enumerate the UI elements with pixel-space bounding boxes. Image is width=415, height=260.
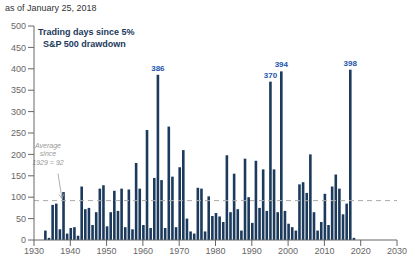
svg-text:2030: 2030	[387, 246, 407, 256]
svg-text:2010: 2010	[314, 246, 334, 256]
svg-text:386: 386	[151, 64, 165, 73]
svg-text:500: 500	[11, 21, 26, 31]
svg-text:150: 150	[11, 171, 26, 181]
svg-text:450: 450	[11, 43, 26, 53]
svg-text:Averagesince1929 = 92: Averagesince1929 = 92	[32, 142, 63, 166]
svg-text:350: 350	[11, 85, 26, 95]
svg-text:1950: 1950	[97, 246, 117, 256]
svg-text:50: 50	[16, 214, 26, 224]
html-text:as of January 25, 2018: as of January 25, 2018	[5, 3, 97, 13]
svg-text:2000: 2000	[278, 246, 298, 256]
svg-text:2020: 2020	[351, 246, 371, 256]
svg-text:0: 0	[21, 235, 26, 245]
svg-text:300: 300	[11, 107, 26, 117]
svg-text:1960: 1960	[133, 246, 153, 256]
svg-text:1930: 1930	[24, 246, 44, 256]
svg-text:200: 200	[11, 150, 26, 160]
svg-text:398: 398	[344, 59, 358, 68]
svg-text:100: 100	[11, 192, 26, 202]
svg-text:1940: 1940	[60, 246, 80, 256]
svg-text:370: 370	[264, 71, 278, 80]
svg-text:394: 394	[275, 60, 289, 69]
svg-text:1990: 1990	[242, 246, 262, 256]
svg-text:1980: 1980	[205, 246, 225, 256]
html-text:Trading days since 5% S&P 500: Trading days since 5% S&P 500 drawdown	[38, 27, 135, 49]
svg-text:400: 400	[11, 64, 26, 74]
svg-text:1970: 1970	[169, 246, 189, 256]
svg-text:250: 250	[11, 128, 26, 138]
